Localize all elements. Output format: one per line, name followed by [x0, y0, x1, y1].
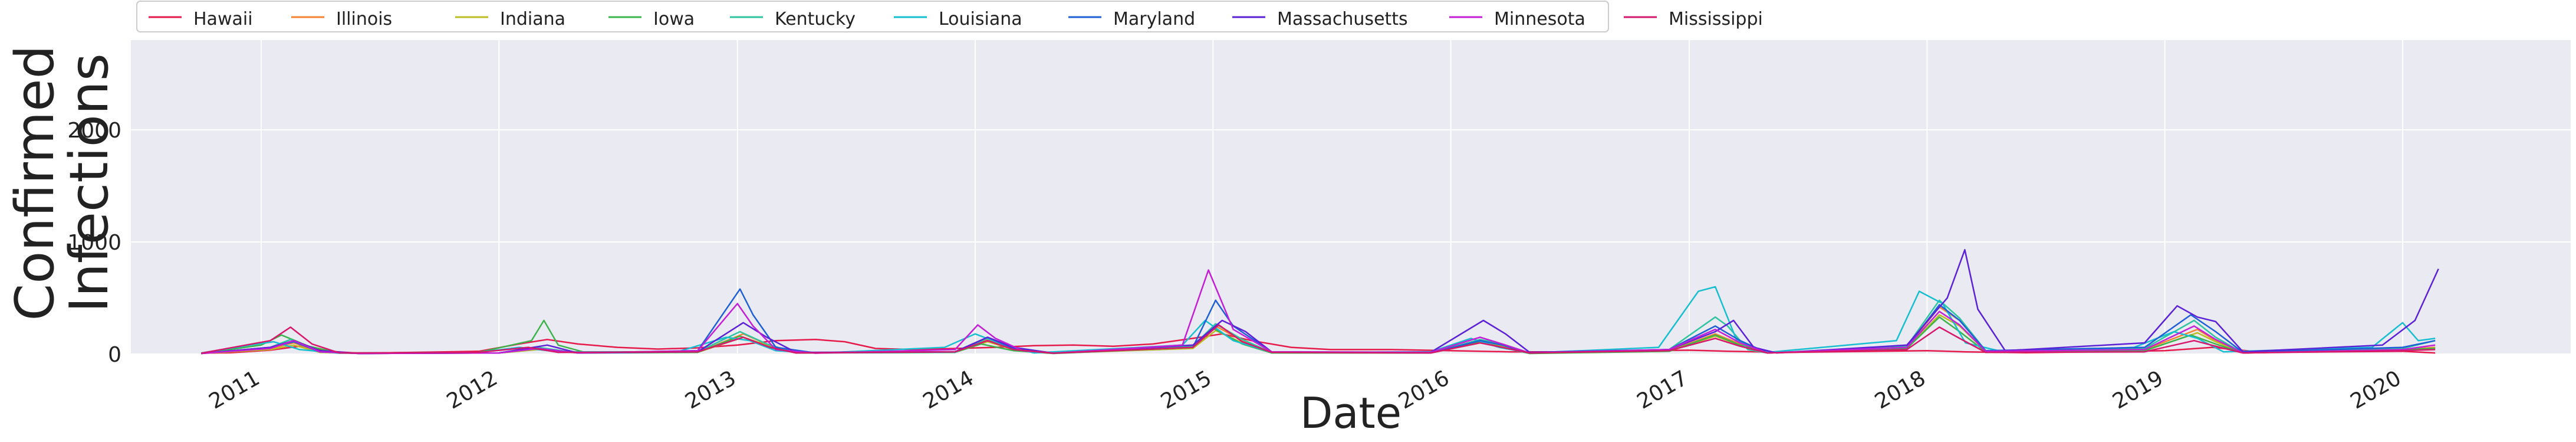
- y-axis-ticks: 0 1000 2000: [67, 119, 121, 367]
- legend-item-iowa[interactable]: Iowa: [608, 9, 695, 30]
- grid-lines: [131, 40, 2571, 355]
- legend-label: Hawaii: [193, 9, 253, 30]
- legend-label: Illinois: [336, 9, 392, 30]
- y-tick-label: 0: [108, 343, 121, 367]
- legend-box: [136, 1, 1609, 32]
- legend-item-kentucky[interactable]: Kentucky: [730, 9, 856, 30]
- x-axis-label: Date: [1300, 388, 1401, 438]
- plot-area: [131, 40, 2571, 354]
- series-line-hawaii: [201, 333, 2436, 354]
- legend-label: Mississippi: [1669, 9, 1763, 30]
- legend-label: Louisiana: [939, 9, 1022, 30]
- legend-label: Maryland: [1113, 9, 1195, 30]
- y-axis-label-line: Confirmed: [4, 45, 66, 320]
- legend-item-maryland[interactable]: Maryland: [1068, 9, 1195, 30]
- series-lines: [201, 249, 2439, 355]
- y-tick-label: 2000: [67, 119, 121, 143]
- y-axis-label: ConfirmedInfections: [4, 45, 120, 320]
- legend-label: Minnesota: [1494, 9, 1585, 30]
- legend-item-louisiana[interactable]: Louisiana: [894, 9, 1022, 30]
- legend-item-mississippi[interactable]: Mississippi: [1624, 9, 1763, 30]
- legend-label: Kentucky: [775, 9, 856, 30]
- series-line-mississippi: [201, 324, 2436, 354]
- legend-label: Massachusetts: [1277, 9, 1408, 30]
- legend-item-minnesota[interactable]: Minnesota: [1449, 9, 1585, 30]
- legend-label: Iowa: [653, 9, 695, 30]
- legend[interactable]: Hawaii Illinois Indiana Iowa Kentucky Louisia…: [136, 1, 1763, 32]
- legend-label: Indiana: [500, 9, 565, 30]
- legend-item-massachusetts[interactable]: Massachusetts: [1232, 9, 1408, 30]
- y-tick-label: 1000: [67, 231, 121, 255]
- y-axis-label-line: Infections: [58, 53, 120, 312]
- series-line-minnesota: [201, 269, 2436, 355]
- legend-item-indiana[interactable]: Indiana: [455, 9, 565, 30]
- legend-item-illinois[interactable]: Illinois: [291, 9, 392, 30]
- legend-item-hawaii[interactable]: Hawaii: [149, 9, 253, 30]
